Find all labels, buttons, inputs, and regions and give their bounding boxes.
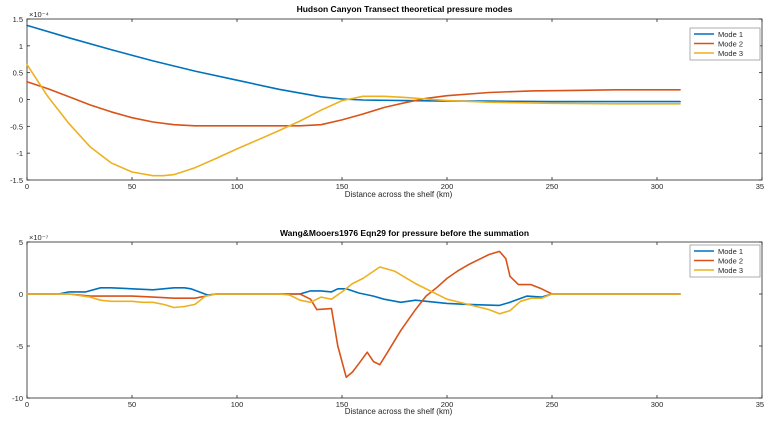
x-tick-label: 150 — [336, 400, 349, 409]
exponent-label: ×10⁻⁷ — [29, 233, 49, 242]
legend-label-mode-2: Mode 2 — [718, 39, 743, 48]
x-tick-label: 0 — [25, 182, 29, 191]
y-tick-label: 0 — [19, 96, 23, 105]
y-tick-label: -10 — [12, 394, 23, 403]
y-tick-label: 1.5 — [13, 15, 23, 24]
x-tick-label: 200 — [441, 182, 454, 191]
x-tick-label: 350 — [756, 400, 764, 409]
series-line-mode-2 — [26, 250, 681, 379]
series-line-mode-1 — [26, 286, 681, 307]
chart-title: Hudson Canyon Transect theoretical press… — [297, 4, 513, 14]
y-tick-label: 0.5 — [13, 69, 23, 78]
y-tick-label: -0.5 — [10, 122, 23, 131]
y-tick-label: -5 — [16, 342, 23, 351]
x-tick-label: 50 — [128, 182, 136, 191]
chart-1: Hudson Canyon Transect theoretical press… — [10, 4, 764, 199]
x-tick-label: 250 — [546, 400, 559, 409]
x-tick-label: 50 — [128, 400, 136, 409]
chart-2: Wang&Mooers1976 Eqn29 for pressure befor… — [12, 228, 764, 416]
x-tick-label: 100 — [231, 182, 244, 191]
exponent-label: ×10⁻⁴ — [29, 10, 49, 19]
y-tick-label: 5 — [19, 238, 23, 247]
series-line-mode-3 — [26, 266, 681, 315]
y-tick-label: 0 — [19, 290, 23, 299]
x-tick-label: 300 — [651, 400, 664, 409]
x-tick-label: 350 — [756, 182, 764, 191]
y-tick-label: -1.5 — [10, 176, 23, 185]
series-line-mode-1 — [26, 24, 681, 103]
legend-label-mode-1: Mode 1 — [718, 30, 743, 39]
plot-area — [26, 18, 763, 181]
series-line-mode-3 — [26, 63, 681, 177]
legend-label-mode-1: Mode 1 — [718, 247, 743, 256]
y-tick-label: -1 — [16, 149, 23, 158]
x-axis-label: Distance across the shelf (km) — [345, 407, 453, 416]
x-axis-label: Distance across the shelf (km) — [345, 190, 453, 199]
series-line-mode-2 — [26, 81, 681, 127]
plot-area — [26, 241, 763, 399]
chart-title: Wang&Mooers1976 Eqn29 for pressure befor… — [280, 228, 529, 238]
y-tick-label: 1 — [19, 42, 23, 51]
x-tick-label: 250 — [546, 182, 559, 191]
legend-label-mode-2: Mode 2 — [718, 256, 743, 265]
x-tick-label: 0 — [25, 400, 29, 409]
x-tick-label: 200 — [441, 400, 454, 409]
x-tick-label: 150 — [336, 182, 349, 191]
legend-label-mode-3: Mode 3 — [718, 49, 743, 58]
x-tick-label: 100 — [231, 400, 244, 409]
legend-label-mode-3: Mode 3 — [718, 266, 743, 275]
x-tick-label: 300 — [651, 182, 664, 191]
